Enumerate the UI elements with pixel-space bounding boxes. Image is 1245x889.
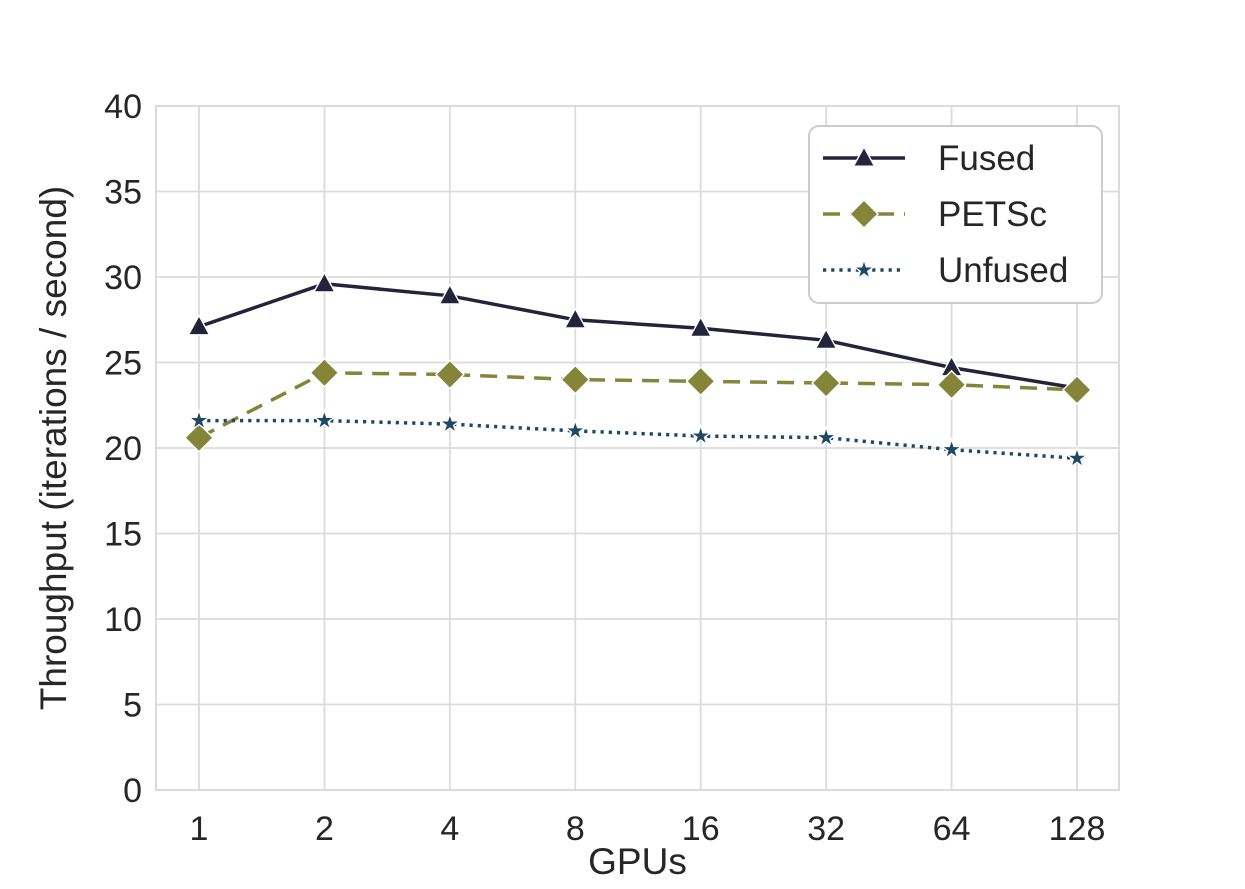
x-tick-label: 1	[190, 810, 209, 848]
star-marker	[813, 424, 839, 449]
diamond-marker	[560, 364, 591, 395]
diamond-marker	[685, 366, 716, 397]
legend-item-unfused: Unfused	[823, 251, 1068, 290]
x-tick-label: 8	[566, 810, 585, 848]
legend-item-petsc: PETSc	[823, 195, 1047, 234]
x-tick-label: 2	[315, 810, 334, 848]
diamond-marker	[936, 369, 967, 400]
plot-border	[155, 105, 1120, 791]
series-line-unfused	[199, 418, 1078, 461]
triangle-marker	[312, 271, 337, 293]
y-tick-label: 10	[104, 601, 142, 639]
star-marker	[312, 407, 337, 431]
triangle-marker	[689, 315, 713, 338]
y-tick-label: 15	[104, 516, 142, 554]
legend-label: PETSc	[938, 195, 1047, 234]
diamond-marker	[434, 359, 465, 390]
series-line-petsc	[198, 371, 1078, 440]
x-tick-label: 64	[933, 810, 971, 848]
x-tick-label: 4	[440, 810, 459, 848]
x-tick-label: 32	[807, 810, 845, 848]
diamond-marker	[309, 357, 340, 388]
star-marker	[563, 418, 588, 442]
star-marker	[186, 407, 212, 431]
legend-label: Unfused	[938, 251, 1068, 290]
y-tick-label: 20	[104, 430, 142, 468]
x-axis-label: GPUs	[588, 841, 687, 882]
y-tick-label: 30	[104, 259, 142, 297]
star-marker	[437, 411, 463, 435]
triangle-marker	[563, 307, 587, 329]
legend: Fused PETSc Unfused	[808, 125, 1103, 304]
series-line-fused	[198, 282, 1078, 390]
triangle-icon	[852, 145, 876, 167]
diamond-marker	[184, 422, 214, 453]
star-icon	[851, 257, 877, 281]
x-tick-label: 16	[682, 810, 720, 848]
star-marker	[939, 436, 964, 461]
grid	[156, 105, 1119, 791]
y-tick-label: 40	[104, 88, 142, 126]
y-tick-label: 25	[104, 345, 142, 383]
y-axis-label: Throughput (iterations / second)	[33, 185, 74, 711]
y-tick-label: 5	[123, 687, 142, 725]
triangle-marker	[814, 327, 838, 350]
tick-labels: 0 5 10 15 20 25 30 35 40 1 2 4 8 16 32 64 128	[104, 88, 1105, 848]
legend-box	[808, 125, 1103, 304]
triangle-marker	[187, 314, 211, 336]
diamond-marker	[811, 368, 842, 398]
triangle-marker	[438, 283, 462, 305]
series-markers-petsc	[184, 357, 1092, 453]
legend-label: Fused	[938, 139, 1035, 178]
legend-item-fused: Fused	[823, 139, 1035, 178]
series-markers-unfused	[186, 407, 1090, 469]
x-tick-label: 128	[1049, 810, 1106, 848]
diamond-icon	[849, 199, 879, 229]
diamond-marker	[1062, 374, 1092, 405]
y-tick-label: 35	[104, 174, 142, 212]
star-marker	[1064, 445, 1090, 469]
star-marker	[688, 423, 713, 447]
y-tick-label: 0	[123, 772, 142, 810]
